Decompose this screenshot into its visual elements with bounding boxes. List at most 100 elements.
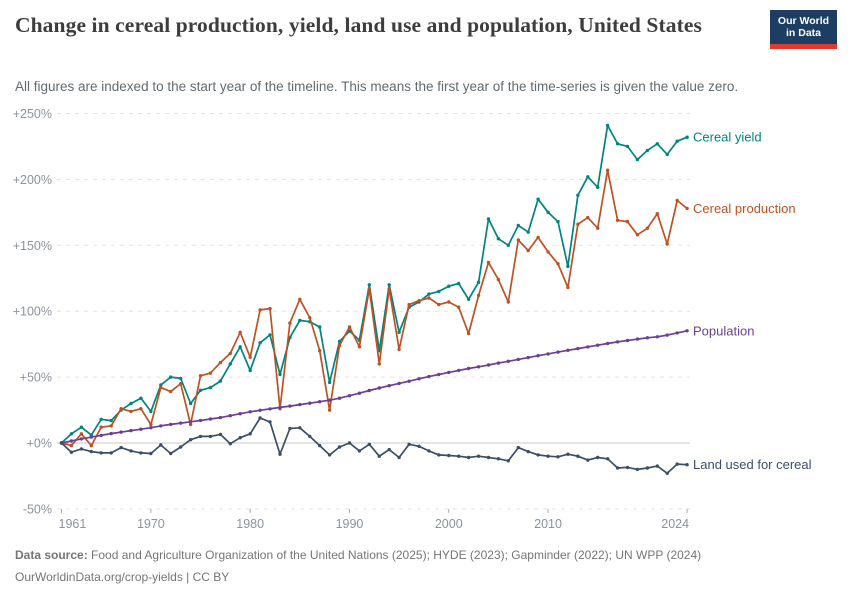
data-point: [327, 380, 332, 385]
data-point: [218, 432, 223, 437]
license-line[interactable]: OurWorldinData.org/crop-yields | CC BY: [15, 569, 230, 584]
data-point: [129, 449, 133, 453]
data-point: [516, 357, 520, 362]
data-point: [198, 434, 203, 439]
data-point: [347, 394, 352, 398]
series-line-cereal-yield: [60, 124, 688, 444]
data-point: [89, 443, 94, 448]
data-point: [566, 264, 570, 269]
series-label-population[interactable]: Population: [693, 323, 754, 338]
data-point: [506, 359, 510, 363]
data-point: [625, 144, 630, 149]
data-point: [139, 427, 143, 431]
data-point: [625, 465, 630, 470]
data-point: [675, 462, 679, 466]
data-point: [228, 362, 232, 366]
series-cereal-production: [59, 168, 689, 448]
data-point: [427, 296, 431, 300]
y-tick-label: +50%: [20, 371, 52, 385]
data-point: [516, 223, 520, 228]
data-point: [635, 233, 640, 237]
series-label-cereal-yield[interactable]: Cereal yield: [693, 130, 762, 145]
data-point: [367, 442, 371, 446]
data-point: [645, 226, 650, 230]
data-point: [625, 219, 630, 224]
data-point: [427, 449, 431, 453]
data-point: [278, 405, 282, 410]
chart-subtitle: All figures are indexed to the start yea…: [15, 79, 739, 94]
data-point: [327, 398, 332, 402]
data-point: [288, 426, 292, 431]
data-point: [308, 316, 312, 320]
data-point: [556, 350, 560, 354]
data-point: [536, 354, 540, 358]
x-tick-label: 1970: [137, 517, 165, 531]
data-point: [218, 379, 223, 383]
data-point: [685, 329, 689, 333]
data-point: [556, 455, 560, 459]
data-point: [486, 217, 491, 221]
data-point: [238, 412, 242, 416]
data-point: [546, 454, 550, 458]
data-point: [596, 226, 600, 230]
data-point: [605, 123, 610, 128]
data-point: [238, 330, 242, 334]
data-point: [387, 384, 391, 388]
data-point: [427, 374, 431, 379]
data-point: [596, 185, 600, 189]
data-point: [218, 415, 223, 420]
x-tick-label: 2000: [435, 517, 463, 531]
series-line-cereal-production: [60, 169, 688, 447]
data-point: [367, 388, 371, 393]
owid-logo-line1: Our World: [777, 15, 830, 27]
data-point: [149, 409, 153, 414]
data-point: [179, 445, 183, 449]
series-label-cereal-production[interactable]: Cereal production: [693, 201, 796, 216]
data-point: [407, 442, 411, 446]
data-point: [665, 242, 669, 246]
data-point: [69, 432, 74, 436]
data-point: [605, 168, 610, 172]
data-point: [417, 299, 421, 303]
series-line-population: [60, 329, 688, 444]
data-point: [188, 420, 193, 424]
data-point: [457, 368, 461, 373]
data-point: [526, 248, 530, 253]
data-point: [437, 289, 441, 294]
data-point: [337, 396, 342, 400]
data-point: [208, 417, 213, 421]
data-point: [318, 443, 322, 448]
data-point: [685, 463, 689, 467]
data-point: [447, 300, 451, 304]
data-point: [457, 454, 461, 458]
series-label-land-used-for-cereal[interactable]: Land used for cereal: [693, 457, 812, 472]
data-point: [447, 284, 451, 288]
data-point: [159, 385, 163, 390]
owid-logo[interactable]: Our World in Data: [770, 10, 837, 49]
data-point: [228, 442, 232, 446]
data-point: [407, 302, 411, 307]
x-axis: 1961 1970 1980 1990 2000 2010 2024: [59, 508, 689, 531]
data-point: [437, 372, 441, 377]
data-point: [685, 135, 689, 139]
data-point: [566, 348, 570, 352]
data-point: [377, 454, 381, 458]
data-point: [586, 215, 590, 220]
data-point: [129, 428, 133, 433]
data-point: [308, 434, 312, 439]
y-tick-label: -50%: [23, 502, 52, 516]
data-point: [188, 438, 193, 442]
data-point: [665, 471, 669, 475]
data-point: [615, 218, 620, 222]
data-point: [367, 287, 371, 291]
data-point: [645, 148, 650, 153]
data-point: [208, 371, 213, 375]
data-point: [516, 238, 520, 242]
data-point: [159, 443, 163, 447]
data-point: [466, 366, 471, 371]
data-point: [605, 457, 610, 461]
data-point: [417, 444, 421, 448]
data-point: [238, 436, 242, 440]
